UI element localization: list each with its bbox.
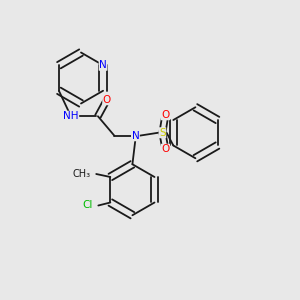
Text: O: O bbox=[103, 95, 111, 105]
Text: O: O bbox=[161, 110, 169, 120]
Text: CH₃: CH₃ bbox=[73, 169, 91, 179]
Text: S: S bbox=[159, 128, 166, 138]
Text: O: O bbox=[161, 144, 169, 154]
Text: Cl: Cl bbox=[82, 200, 92, 211]
Text: N: N bbox=[99, 60, 107, 70]
Text: N: N bbox=[131, 131, 139, 141]
Text: NH: NH bbox=[63, 111, 79, 121]
